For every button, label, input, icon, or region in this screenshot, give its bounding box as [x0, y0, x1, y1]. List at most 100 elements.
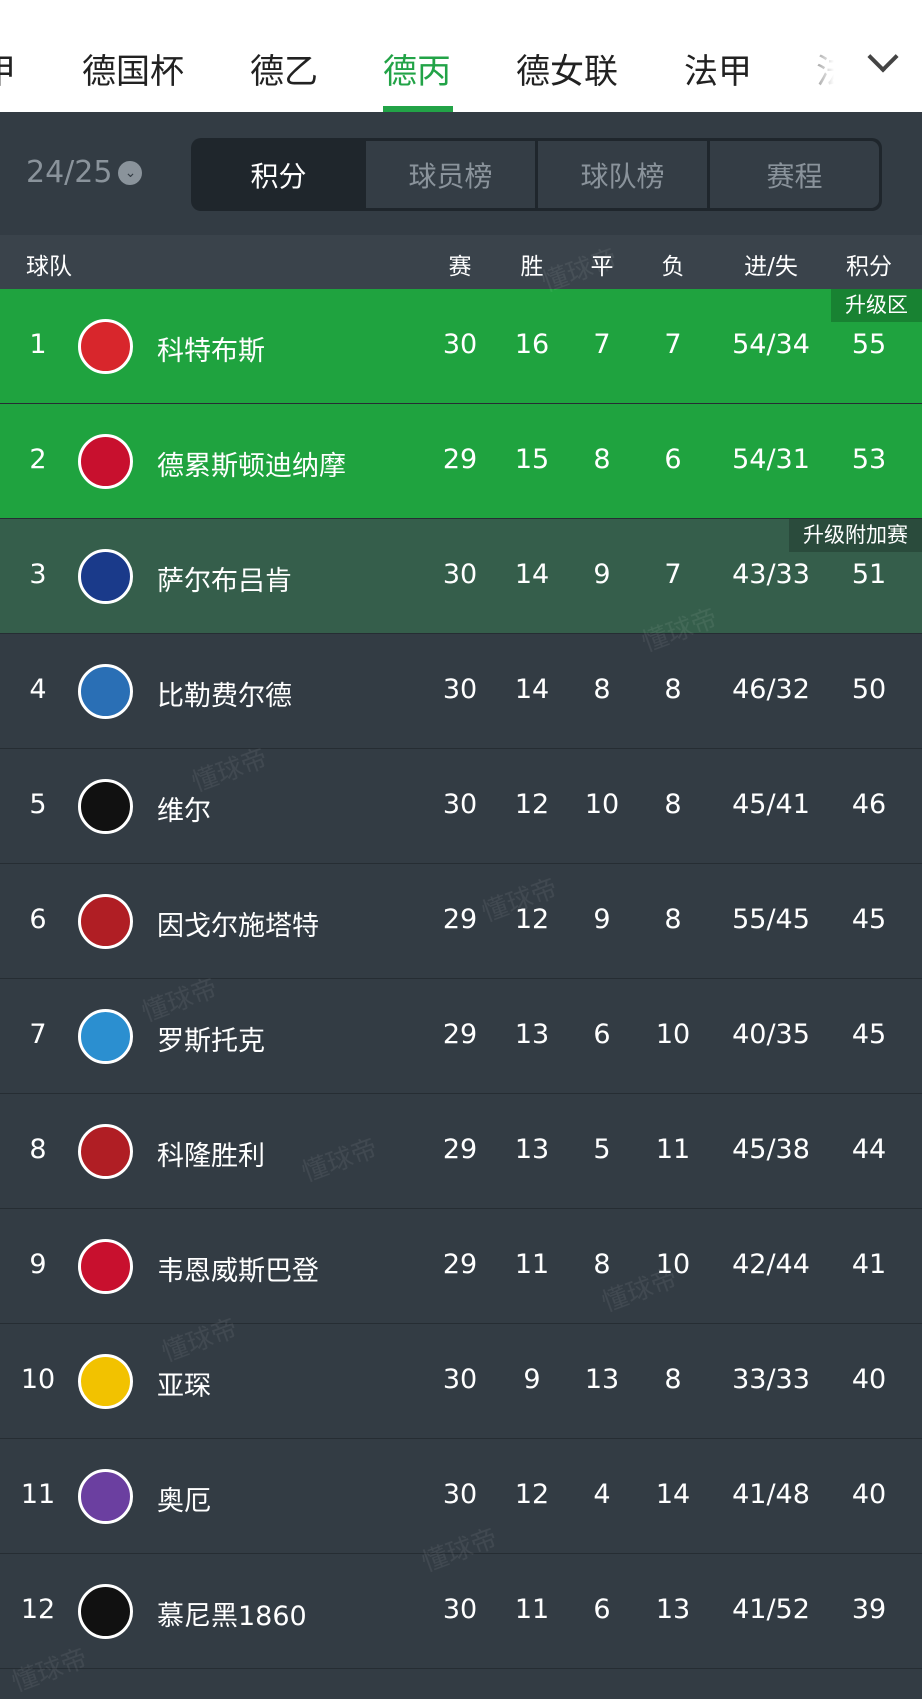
- league-tab[interactable]: 甲: [0, 44, 16, 93]
- header-played: 赛: [448, 254, 472, 280]
- cell-g: 54/34: [732, 329, 810, 360]
- cell-pts: 40: [851, 1479, 887, 1510]
- cell-w: 11: [514, 1594, 550, 1625]
- cell-pts: 45: [851, 1019, 887, 1050]
- team-name: 亚琛: [157, 1371, 211, 1402]
- cell-g: 41/52: [732, 1594, 810, 1625]
- cell-d: 5: [593, 1134, 611, 1165]
- cell-l: 10: [655, 1019, 691, 1050]
- table-row[interactable]: 升级附加赛 萨尔布吕肯 3 30 14 9 7 43/33 51: [0, 519, 922, 634]
- header-won: 胜: [520, 254, 544, 280]
- team-name: 因戈尔施塔特: [157, 911, 319, 942]
- table-row[interactable]: 维尔 5 30 12 10 8 45/41 46: [0, 749, 922, 864]
- cell-p: 30: [442, 1479, 478, 1510]
- header-points: 积分: [846, 254, 892, 280]
- cell-p: 30: [442, 559, 478, 590]
- cell-g: 45/38: [732, 1134, 810, 1165]
- table-row[interactable]: 德累斯顿迪纳摩 2 29 15 8 6 54/31 53: [0, 404, 922, 519]
- cell-pts: 39: [851, 1594, 887, 1625]
- cell-d: 8: [593, 674, 611, 705]
- table-row[interactable]: 奥厄 11 30 12 4 14 41/48 40: [0, 1439, 922, 1554]
- season-selector[interactable]: 24/25 ⌄: [26, 155, 143, 190]
- team-logo: [78, 894, 133, 949]
- cell-pts: 40: [851, 1364, 887, 1395]
- cell-p: 29: [442, 1134, 478, 1165]
- cell-pts: 55: [851, 329, 887, 360]
- league-tab-active[interactable]: 德丙: [383, 52, 451, 92]
- cell-w: 12: [514, 789, 550, 820]
- team-name: 罗斯托克: [157, 1026, 265, 1057]
- chevron-down-icon[interactable]: [867, 41, 899, 73]
- team-logo: [78, 434, 133, 489]
- table-row[interactable]: 比勒费尔德 4 30 14 8 8 46/32 50: [0, 634, 922, 749]
- header-lost: 负: [661, 254, 685, 280]
- league-tab[interactable]: 德国杯: [82, 52, 184, 92]
- cell-g: 40/35: [732, 1019, 810, 1050]
- cell-g: 55/45: [732, 904, 810, 935]
- cell-pts: 51: [851, 559, 887, 590]
- cell-l: 8: [664, 674, 682, 705]
- cell-l: 7: [664, 329, 682, 360]
- cell-pts: 45: [851, 904, 887, 935]
- team-name: 科隆胜利: [157, 1141, 265, 1172]
- team-name: 慕尼黑1860: [157, 1601, 307, 1632]
- team-name: 比勒费尔德: [157, 681, 292, 712]
- cell-p: 30: [442, 1364, 478, 1395]
- team-logo: [78, 549, 133, 604]
- cell-l: 8: [664, 904, 682, 935]
- table-row[interactable]: 科隆胜利 8 29 13 5 11 45/38 44: [0, 1094, 922, 1209]
- cell-d: 13: [584, 1364, 620, 1395]
- table-row[interactable]: 韦恩威斯巴登 9 29 11 8 10 42/44 41: [0, 1209, 922, 1324]
- segment-schedule[interactable]: 赛程: [710, 141, 879, 208]
- team-logo: [78, 1009, 133, 1064]
- chevron-down-icon: ⌄: [118, 160, 143, 185]
- table-row[interactable]: 因戈尔施塔特 6 29 12 9 8 55/45 45: [0, 864, 922, 979]
- team-logo: [78, 1124, 133, 1179]
- cell-d: 9: [593, 904, 611, 935]
- team-logo: [78, 1354, 133, 1409]
- cell-p: 30: [442, 789, 478, 820]
- cell-w: 9: [523, 1364, 541, 1395]
- league-tab[interactable]: 德乙: [250, 52, 318, 92]
- cell-l: 6: [664, 444, 682, 475]
- cell-w: 12: [514, 904, 550, 935]
- league-tab[interactable]: 德女联: [516, 52, 618, 92]
- cell-l: 8: [664, 1364, 682, 1395]
- cell-rank: 5: [29, 789, 47, 820]
- cell-w: 14: [514, 559, 550, 590]
- cell-d: 6: [593, 1594, 611, 1625]
- cell-d: 8: [593, 1249, 611, 1280]
- cell-w: 13: [514, 1019, 550, 1050]
- team-logo: [78, 1239, 133, 1294]
- cell-rank: 6: [29, 904, 47, 935]
- cell-p: 30: [442, 674, 478, 705]
- table-row[interactable]: 亚琛 10 30 9 13 8 33/33 40: [0, 1324, 922, 1439]
- cell-d: 7: [593, 329, 611, 360]
- segment-standings[interactable]: 积分: [194, 141, 363, 208]
- cell-p: 30: [442, 1594, 478, 1625]
- cell-rank: 8: [29, 1134, 47, 1165]
- cell-rank: 10: [20, 1364, 56, 1395]
- table-row[interactable]: 升级区 科特布斯 1 30 16 7 7 54/34 55: [0, 289, 922, 404]
- cell-g: 43/33: [732, 559, 810, 590]
- table-row[interactable]: 罗斯托克 7 29 13 6 10 40/35 45: [0, 979, 922, 1094]
- cell-w: 15: [514, 444, 550, 475]
- team-logo: [78, 1469, 133, 1524]
- segment-players[interactable]: 球员榜: [366, 141, 535, 208]
- team-name: 维尔: [157, 796, 211, 827]
- cell-d: 8: [593, 444, 611, 475]
- table-row[interactable]: 慕尼黑1860 12 30 11 6 13 41/52 39: [0, 1554, 922, 1669]
- cell-rank: 12: [20, 1594, 56, 1625]
- cell-rank: 9: [29, 1249, 47, 1280]
- cell-l: 8: [664, 789, 682, 820]
- cell-pts: 44: [851, 1134, 887, 1165]
- league-tab[interactable]: 法甲: [684, 52, 752, 92]
- cell-rank: 3: [29, 559, 47, 590]
- league-tab-bar: 甲 德国杯 德乙 德丙 德女联 法甲 法: [0, 0, 922, 112]
- cell-p: 29: [442, 444, 478, 475]
- cell-l: 10: [655, 1249, 691, 1280]
- cell-l: 11: [655, 1134, 691, 1165]
- header-goals: 进/失: [744, 254, 798, 280]
- cell-w: 11: [514, 1249, 550, 1280]
- segment-teams[interactable]: 球队榜: [538, 141, 707, 208]
